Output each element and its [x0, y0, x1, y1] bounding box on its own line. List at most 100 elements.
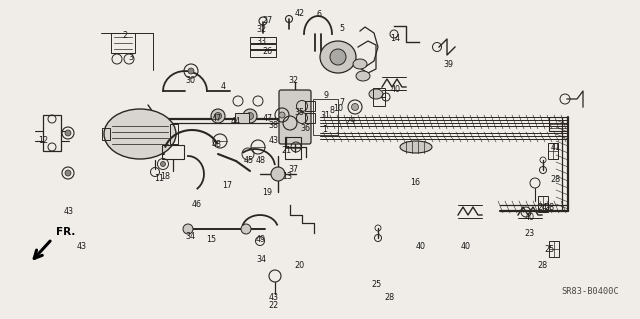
Bar: [549, 241, 559, 257]
Text: 3: 3: [129, 53, 134, 62]
Ellipse shape: [353, 59, 367, 69]
Circle shape: [241, 224, 251, 234]
Text: 39: 39: [443, 60, 453, 69]
Text: 35: 35: [294, 108, 305, 117]
Bar: [373, 88, 385, 106]
Bar: [549, 117, 567, 131]
Text: 4: 4: [220, 82, 225, 91]
Circle shape: [246, 113, 253, 120]
Bar: [538, 196, 548, 212]
Text: 48: 48: [256, 156, 266, 165]
Ellipse shape: [320, 41, 356, 73]
Bar: [102, 128, 110, 140]
Circle shape: [279, 112, 285, 118]
Ellipse shape: [104, 109, 176, 159]
Bar: [43, 115, 61, 151]
Text: 1: 1: [323, 125, 328, 134]
Circle shape: [351, 103, 358, 110]
Text: 13: 13: [282, 172, 292, 181]
Text: 18: 18: [160, 172, 170, 181]
Text: 19: 19: [262, 188, 273, 197]
Text: 44: 44: [230, 117, 241, 126]
Text: 7: 7: [340, 98, 345, 107]
Text: 47: 47: [211, 114, 221, 123]
Text: 40: 40: [461, 242, 471, 251]
Text: 48: 48: [211, 140, 221, 149]
Text: 46: 46: [192, 200, 202, 209]
Bar: [235, 113, 249, 123]
Circle shape: [188, 68, 194, 74]
Bar: [250, 49, 276, 57]
Ellipse shape: [400, 141, 432, 153]
Bar: [285, 137, 301, 159]
Bar: [313, 99, 338, 135]
Bar: [250, 37, 276, 43]
Text: 32: 32: [256, 25, 266, 34]
Circle shape: [243, 109, 257, 123]
Circle shape: [330, 49, 346, 65]
Text: 40: 40: [416, 242, 426, 251]
Bar: [305, 101, 315, 111]
Text: 45: 45: [243, 156, 253, 165]
Text: 26: 26: [262, 47, 273, 56]
Text: 6: 6: [316, 10, 321, 19]
Bar: [305, 113, 315, 123]
Text: 12: 12: [38, 137, 49, 145]
Circle shape: [65, 170, 71, 176]
Text: 24: 24: [538, 204, 548, 212]
Text: 43: 43: [269, 137, 279, 145]
Text: 16: 16: [410, 178, 420, 187]
Text: 33: 33: [256, 37, 266, 46]
Text: 5: 5: [340, 24, 345, 33]
Bar: [250, 44, 276, 50]
Text: 28: 28: [544, 204, 554, 212]
Bar: [170, 124, 178, 144]
Ellipse shape: [369, 89, 383, 99]
Bar: [111, 33, 135, 53]
Text: 42: 42: [294, 9, 305, 18]
Text: 9: 9: [324, 91, 329, 100]
Circle shape: [183, 224, 193, 234]
Text: 25: 25: [371, 280, 381, 289]
Text: 21: 21: [282, 146, 292, 155]
Text: 31: 31: [320, 111, 330, 120]
Bar: [162, 145, 184, 159]
Text: 34: 34: [256, 255, 266, 263]
Text: 43: 43: [64, 207, 74, 216]
FancyBboxPatch shape: [279, 90, 311, 144]
Circle shape: [161, 161, 166, 167]
Text: 23: 23: [525, 229, 535, 238]
Text: 27: 27: [262, 16, 273, 25]
Text: 43: 43: [269, 293, 279, 302]
Circle shape: [214, 113, 221, 120]
Text: FR.: FR.: [56, 227, 76, 237]
Text: 37: 37: [288, 165, 298, 174]
Circle shape: [271, 167, 285, 181]
Text: 43: 43: [77, 242, 87, 251]
Circle shape: [65, 130, 71, 136]
Text: 36: 36: [301, 124, 311, 133]
Text: 15: 15: [206, 235, 216, 244]
Text: 11: 11: [154, 174, 164, 183]
Circle shape: [211, 109, 225, 123]
Text: 38: 38: [269, 121, 279, 130]
Text: SR83-B0400C: SR83-B0400C: [561, 286, 619, 295]
Text: 47: 47: [262, 114, 273, 123]
Text: 49: 49: [256, 235, 266, 244]
Text: 28: 28: [538, 261, 548, 270]
Text: 22: 22: [269, 301, 279, 310]
Text: 8: 8: [329, 106, 334, 115]
Bar: [548, 143, 558, 159]
Text: 17: 17: [222, 181, 232, 189]
Ellipse shape: [356, 71, 370, 81]
Text: 34: 34: [186, 232, 196, 241]
Text: 2: 2: [122, 31, 127, 40]
Text: 14: 14: [390, 34, 401, 43]
Text: 10: 10: [333, 104, 343, 113]
Text: 41: 41: [550, 143, 561, 152]
Text: 28: 28: [384, 293, 394, 302]
Text: 25: 25: [544, 245, 554, 254]
Text: 30: 30: [186, 76, 196, 85]
Text: 20: 20: [294, 261, 305, 270]
Text: 29: 29: [346, 117, 356, 126]
